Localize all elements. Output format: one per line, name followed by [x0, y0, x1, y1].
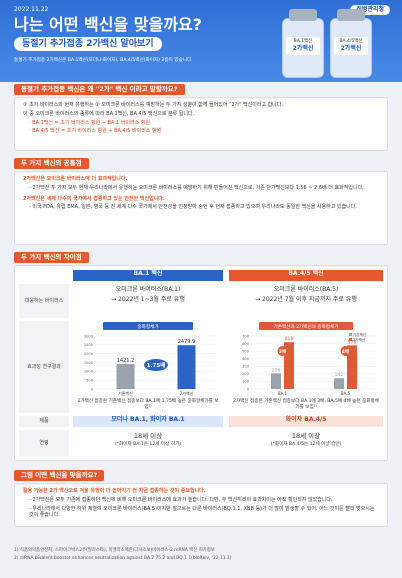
section-title: 그럼 어떤 백신을 맞을까요?: [14, 470, 105, 481]
section-box: 2가백신은 오미크론 바이러스에 더 효과적입니다. - 2가백신 두 가지 모…: [14, 171, 388, 245]
y-tick-label: 700: [242, 334, 250, 338]
footnotes: 1) 식품의약품안전처, 스파이크박스2주(필라스타), 이엘라소메란(다사조보…: [14, 548, 388, 564]
vial-type: 2가백신: [292, 45, 314, 53]
y-tick-label: 600: [242, 342, 250, 346]
value-label: 1421.2: [117, 358, 135, 364]
agency: 질병관리청: [350, 5, 390, 16]
x-tick-label: 2가백신: [180, 390, 194, 396]
virus-name: 오미크론 바이러스(BA.1): [115, 286, 181, 293]
product: 화이자 BA.4/5: [229, 416, 383, 427]
row-label: 제품: [19, 416, 69, 427]
vial: BA.1백신 2가백신: [282, 9, 324, 78]
y-tick-label: 200: [242, 372, 250, 376]
date: 2022.11.22: [14, 6, 49, 13]
row-label: 연령: [19, 430, 69, 456]
y-tick-label: 300: [242, 365, 250, 369]
y-tick-label: 100: [242, 380, 250, 384]
item: ① 초기 바이러스와 현재 유행하는 ② 오미크론 바이러스를 예방하는 두 가…: [23, 102, 283, 108]
chart-title: 기존백신과 2가백신의 중화항체가: [273, 323, 339, 330]
item-head: 2가백신은 세계 다수의 국가에서 접종하고 있는 안전한 백신입니다.: [23, 195, 165, 202]
virus-name: 오미크론 바이러스(BA.5): [273, 286, 339, 293]
bar: [116, 363, 135, 389]
y-tick-label: 2000: [84, 352, 94, 356]
bar: [347, 345, 357, 389]
bar: [177, 345, 196, 389]
bar: [334, 378, 344, 389]
y-tick-label: 500: [242, 349, 250, 353]
annotation: 3배: [279, 348, 286, 355]
item-body: - 미국 FDA, 유럽 EMA, 일본, 영국 등 전 세계 다수 국가에서 …: [29, 204, 357, 211]
vial: BA.4/5백신 2가백신: [330, 9, 372, 78]
x-tick-label: BA.1: [278, 391, 288, 396]
item: 이 중 오미크론 바이러스의 종류에 따라 BA.1백신, BA.4/5 백신으…: [23, 110, 195, 117]
column-header: BA.1 백신: [73, 270, 223, 281]
item-body: - 우리나라에서 다양한 하위 계열의 오미크론 바이러스(BA.5)이지만 앞…: [29, 505, 375, 519]
legend-swatch: [349, 338, 352, 341]
column-header: BA.4/5 백신: [229, 270, 383, 281]
badge: [144, 359, 168, 371]
section-title: 두 가지 백신의 공통점: [14, 158, 89, 169]
row-label: 대응하는 바이러스: [19, 284, 69, 318]
product: 모더나 BA.1, 화이자 BA.1: [73, 416, 223, 427]
section-box: 활용 가능한 2가 백신으로 겨울 유행이 더 높아지기 전 지금 접종하는 것…: [14, 483, 388, 527]
chart-title-bg: [103, 322, 193, 330]
chart: 기존백신과 2가백신의 중화항체가 0 100 200 300 400 500 600 700 2…: [242, 322, 377, 396]
x-tick-label: 기존백신: [118, 390, 133, 396]
subtitle: 동절기 추가접종 2가백신 알아보기: [14, 37, 162, 52]
value-label: 2479.9: [178, 339, 196, 345]
y-tick-label: 2500: [84, 343, 94, 347]
section-box: ① 초기 바이러스와 현재 유행하는 ② 오미크론 바이러스를 예방하는 두 가…: [14, 97, 388, 151]
vial-label: BA.1백신: [293, 39, 313, 44]
value-label: 618: [285, 336, 294, 342]
section-title: 동절기 추가접종 백신은 왜 "2가" 백신 이라고 말할까요?: [14, 84, 185, 95]
legend-swatch: [349, 333, 352, 336]
section-title: 두 가지 백신의 차이점: [14, 252, 89, 263]
item-body: - 2가백신 두 가지 모두 현재 우리나라에서 유행하는 오미크론 바이러스를…: [29, 184, 364, 191]
sub-item: · BA.4/5 백신 = 초기 바이러스 항원 + BA.4/5 바이러스 항…: [29, 128, 162, 135]
y-tick-label: 1500: [84, 361, 94, 365]
value-label: 206: [272, 367, 281, 373]
y-tick-label: 400: [242, 357, 250, 361]
virus-note: → 2022년 1~3월 주로 유행: [111, 296, 185, 303]
sub-item: · BA.1백신 = 초기 바이러스 항원 + BA.1 바이러스 항원: [29, 119, 150, 126]
item-body: - 2가백신은 모두 기존에 접종하던 백신에 비해 오미크론 바이러스에 효과…: [29, 496, 333, 503]
legend-label: 2가백신: [353, 337, 365, 342]
value-label: 142: [335, 372, 344, 378]
chart-title: 중화항체가: [137, 323, 159, 330]
effect-text: 2가백신 접종은 기존백신 접종보다 BA.1에 3배, BA.5에 4배 높은…: [233, 399, 379, 411]
item-head: 2가백신은 오미크론 바이러스에 더 효과적입니다.: [23, 176, 128, 182]
y-tick-label: 0: [247, 387, 250, 391]
chart-title-bg: [259, 322, 353, 330]
item-head: 활용 가능한 2가 백신으로 겨울 유행이 더 높아지기 전 지금 접종하는 것…: [23, 488, 206, 494]
effect-text: 2가백신 접종은 기존백신 접종보다 BA.1에 1.75배 높은 중화항체가를…: [77, 399, 219, 411]
row-label: 효과성 연구결과: [19, 321, 69, 413]
title: 나는 어떤 백신을 맞을까요?: [14, 15, 202, 34]
y-tick-label: 3000: [84, 334, 94, 338]
y-tick-label: 0: [91, 387, 94, 391]
age: 18세 이상: [133, 432, 163, 440]
badge: [340, 346, 351, 356]
age: 18세 이상: [291, 432, 321, 440]
bar: [271, 373, 281, 389]
chart: 중화항체가 0 500 1000 1500 2000 2500 3000 1421.2 기존백신 2…: [84, 322, 217, 396]
footnote: 1) 식품의약품안전처, 스파이크박스2주(필라스타), 이엘라소메란(다사조보…: [14, 548, 215, 553]
bar: [284, 342, 294, 389]
vial-label: BA.4/5백신: [339, 39, 363, 44]
vial-type: 2가백신: [340, 45, 362, 53]
legend-label: 기존백신: [353, 332, 366, 337]
footnote: 2) mRNA bivalent booster enhances neutra…: [14, 555, 232, 561]
header-note: 동절기 추가접종 2가백신은 BA.1백신(모더나·화이자), BA.4/5백신…: [14, 58, 193, 63]
y-tick-label: 1000: [84, 370, 94, 374]
table: BA.1 백신 BA.4/5 백신 대응하는 바이러스 오미크론 바이러스(BA…: [14, 265, 388, 461]
age-note: (*화이자 BA.1은 12세 이상 허가): [114, 442, 182, 447]
age-note: (*화이자 BA.4/5는 12세 이상 승인): [270, 442, 342, 447]
virus-note: → 2022년 7월 이후 지금까지 주로 유행: [255, 296, 357, 303]
y-tick-label: 500: [86, 378, 94, 382]
x-tick-label: BA.5: [341, 391, 351, 396]
annotation: 4배: [342, 348, 349, 355]
badge: [277, 346, 288, 356]
value-label: 576: [348, 339, 357, 345]
annotation: 1.75배: [147, 361, 166, 369]
